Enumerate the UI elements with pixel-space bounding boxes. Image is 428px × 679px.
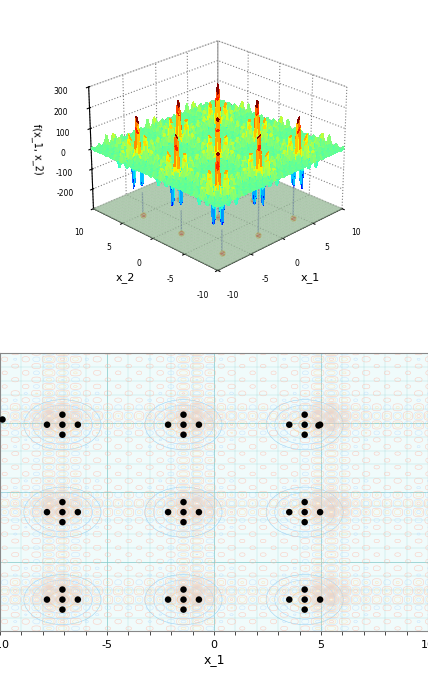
Point	[301, 517, 308, 528]
Point	[0, 413, 6, 424]
Point	[74, 419, 81, 430]
Point	[74, 594, 81, 605]
Point	[59, 584, 66, 595]
Point	[165, 594, 172, 605]
Point	[301, 507, 308, 517]
Point	[59, 409, 66, 420]
Point	[59, 517, 66, 528]
Point	[317, 419, 324, 430]
Point	[301, 497, 308, 508]
Point	[286, 594, 293, 605]
Point	[180, 517, 187, 528]
Point	[301, 584, 308, 595]
Point	[180, 429, 187, 440]
Point	[196, 594, 202, 605]
Y-axis label: x_2: x_2	[116, 272, 135, 282]
Point	[180, 594, 187, 605]
Point	[314, 420, 321, 430]
Point	[180, 584, 187, 595]
Point	[44, 594, 51, 605]
Point	[44, 419, 51, 430]
Point	[59, 419, 66, 430]
Point	[44, 507, 51, 517]
Point	[301, 419, 308, 430]
Point	[317, 594, 324, 605]
Point	[301, 594, 308, 605]
Point	[301, 604, 308, 615]
Point	[180, 507, 187, 517]
Point	[180, 419, 187, 430]
Point	[165, 419, 172, 430]
Point	[180, 409, 187, 420]
Point	[59, 429, 66, 440]
Point	[74, 507, 81, 517]
Point	[196, 419, 202, 430]
Point	[165, 507, 172, 517]
Point	[59, 594, 66, 605]
Point	[59, 604, 66, 615]
Point	[180, 604, 187, 615]
Point	[301, 409, 308, 420]
Point	[196, 507, 202, 517]
X-axis label: x_1: x_1	[203, 653, 225, 666]
X-axis label: x_1: x_1	[301, 272, 320, 282]
Point	[59, 507, 66, 517]
Point	[180, 497, 187, 508]
Point	[301, 429, 308, 440]
Point	[286, 507, 293, 517]
Point	[286, 419, 293, 430]
Point	[317, 507, 324, 517]
Point	[59, 497, 66, 508]
